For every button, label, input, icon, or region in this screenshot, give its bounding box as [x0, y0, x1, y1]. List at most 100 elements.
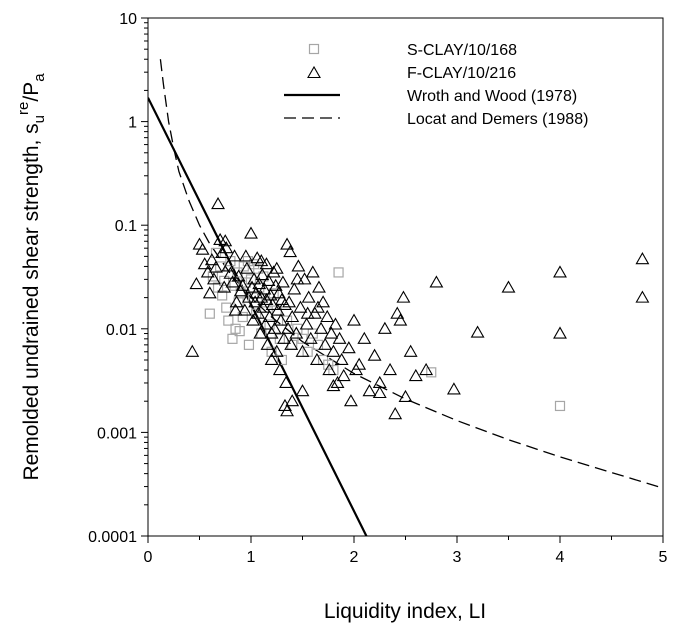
data-point-triangle: [343, 394, 358, 407]
legend-label: F-CLAY/10/216: [407, 65, 516, 82]
legend-label: Locat and Demers (1988): [407, 111, 588, 128]
data-point-triangle: [272, 362, 287, 376]
data-point-triangle: [285, 309, 300, 323]
y-axis-title-main: Remolded undrained shear strength, s: [20, 123, 43, 480]
data-point-triangle: [290, 272, 305, 285]
data-point-triangle: [403, 344, 418, 357]
x-tick-label: 2: [350, 549, 359, 566]
data-point-triangle: [223, 266, 238, 279]
data-point-triangle: [334, 352, 349, 366]
data-point-square: [221, 302, 232, 313]
data-point-triangle: [209, 260, 223, 273]
data-point-square: [204, 308, 215, 319]
data-point-triangle: [341, 341, 356, 354]
data-point-triangle: [227, 249, 242, 262]
legend-marker-triangle: [307, 65, 321, 79]
data-point-triangle: [231, 269, 246, 282]
data-point-triangle: [295, 344, 310, 357]
y-axis-title-group: Remolded undrained shear strength, sure/…: [15, 73, 48, 481]
data-point-triangle: [244, 226, 258, 239]
data-point-triangle: [255, 267, 270, 281]
data-point-triangle: [311, 300, 325, 313]
data-point-triangle: [235, 278, 250, 291]
y-axis-title-sup: re: [15, 102, 32, 115]
data-point-triangle: [285, 394, 300, 407]
data-point-triangle: [320, 309, 335, 323]
wroth-wood-line: [148, 97, 368, 536]
x-tick-label: 0: [144, 549, 153, 566]
data-point-triangle: [393, 313, 408, 326]
data-point-square: [217, 290, 228, 301]
data-point-triangle: [312, 280, 326, 293]
legend-item: F-CLAY/10/216: [307, 65, 516, 82]
data-point-triangle: [419, 362, 434, 376]
data-point-triangle: [228, 303, 243, 316]
data-point-square: [323, 359, 334, 370]
data-point-square: [328, 364, 339, 376]
data-point-triangle: [635, 290, 650, 303]
data-point-square: [312, 339, 324, 350]
data-point-triangle: [271, 286, 286, 299]
data-point-triangle: [388, 407, 403, 420]
data-point-triangle: [377, 321, 392, 334]
legend: S-CLAY/10/168 F-CLAY/10/216 Wroth and Wood…: [284, 42, 588, 128]
y-tick-label: 0.01: [106, 322, 137, 339]
data-point-triangle: [264, 352, 279, 366]
data-point-triangle: [408, 368, 423, 382]
y-axis-title-tail: /P: [20, 82, 43, 102]
data-point-triangle: [252, 277, 267, 290]
legend-label: S-CLAY/10/168: [407, 42, 517, 59]
data-point-triangle: [324, 326, 339, 339]
data-point-triangle: [305, 265, 320, 278]
data-point-triangle: [352, 357, 367, 370]
data-point-triangle: [282, 295, 297, 308]
y-tick-label: 0.001: [97, 425, 137, 442]
data-point-triangle: [332, 331, 347, 344]
data-point-triangle: [349, 362, 364, 376]
data-point-triangle: [300, 306, 315, 319]
data-point-triangle: [314, 321, 328, 334]
data-point-triangle: [262, 309, 277, 323]
data-point-triangle: [192, 237, 207, 250]
data-point-triangle: [470, 325, 485, 338]
x-tick-label: 5: [659, 549, 668, 566]
data-point-triangle: [291, 259, 306, 272]
data-point-triangle: [429, 275, 444, 288]
data-point-triangle: [241, 290, 256, 303]
data-point-triangle: [263, 288, 278, 301]
data-point-triangle: [367, 348, 382, 361]
y-tick-label: 0.0001: [88, 529, 137, 546]
data-point-triangle: [372, 385, 387, 399]
data-point-triangle: [253, 326, 268, 339]
data-point-triangle: [326, 344, 341, 357]
data-point-triangle: [362, 384, 377, 397]
y-tick-label: 1: [128, 115, 137, 132]
data-point-triangle: [277, 331, 291, 344]
data-point-triangle: [398, 389, 413, 402]
data-point-triangle: [185, 344, 200, 357]
data-point-square: [234, 326, 245, 337]
data-point-triangle: [268, 278, 283, 291]
data-point-triangle: [635, 252, 650, 265]
data-point-triangle: [284, 337, 299, 350]
data-point-triangle: [303, 331, 318, 344]
data-point-triangle: [275, 275, 290, 288]
legend-marker-square: [308, 43, 320, 55]
data-point-square: [219, 275, 230, 286]
data-point-square: [243, 339, 255, 350]
data-point-square: [223, 315, 234, 326]
data-point-triangle: [396, 290, 411, 303]
data-point-triangle: [336, 368, 351, 382]
data-point-triangle: [446, 382, 461, 395]
x-axis-title: Liquidity index, LI: [324, 600, 486, 623]
data-point-triangle: [307, 306, 322, 319]
data-point-triangle: [295, 384, 310, 397]
data-point-triangle: [245, 280, 259, 293]
data-point-triangle: [269, 344, 284, 357]
data-point-triangle: [287, 282, 302, 295]
data-point-triangle: [264, 326, 279, 339]
data-point-triangle: [257, 282, 272, 295]
data-point-triangle: [273, 313, 288, 326]
data-point-square: [426, 367, 437, 378]
legend-item: Wroth and Wood (1978): [284, 88, 577, 105]
